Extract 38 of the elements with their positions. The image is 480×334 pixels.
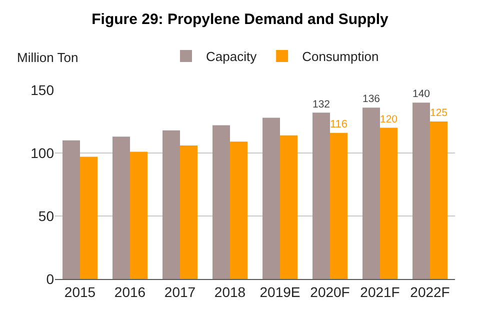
bar — [62, 140, 80, 279]
data-label: 120 — [380, 114, 398, 126]
y-tick-label: 150 — [30, 82, 54, 98]
x-tick-label: 2020F — [310, 284, 350, 300]
data-label: 136 — [362, 94, 380, 106]
x-tick-label: 2018 — [214, 284, 246, 300]
x-tick-label: 2022F — [410, 284, 450, 300]
y-tick-label: 0 — [46, 270, 54, 287]
x-tick-label: 2016 — [114, 284, 146, 300]
y-tick-label: 50 — [38, 208, 54, 224]
data-label: 132 — [312, 99, 330, 110]
bar — [80, 156, 98, 279]
bar — [280, 135, 298, 279]
bar — [430, 122, 448, 279]
data-label: 140 — [412, 89, 430, 100]
bar — [380, 128, 398, 279]
bar — [312, 112, 330, 279]
y-tick-label: 100 — [30, 144, 54, 161]
bar — [362, 108, 380, 279]
bar — [112, 136, 130, 279]
legend-label: Consumption — [302, 49, 379, 64]
chart-title: Figure 29: Propylene Demand and Supply — [92, 10, 390, 28]
data-label: 125 — [430, 108, 448, 120]
x-tick-label: 2015 — [64, 284, 96, 300]
data-label: 116 — [330, 118, 348, 130]
x-tick-label: 2019E — [260, 284, 300, 300]
x-tick-label: 2017 — [164, 284, 196, 300]
bar — [130, 152, 148, 279]
bar — [412, 102, 430, 279]
bar — [230, 142, 248, 279]
y-axis-title: Million Ton — [17, 50, 78, 65]
bar — [262, 118, 280, 279]
legend-label: Capacity — [206, 49, 258, 64]
x-tick-label: 2021F — [360, 284, 400, 300]
bar — [212, 125, 230, 279]
bar — [180, 145, 198, 279]
bar — [330, 132, 348, 279]
bar — [162, 130, 180, 279]
